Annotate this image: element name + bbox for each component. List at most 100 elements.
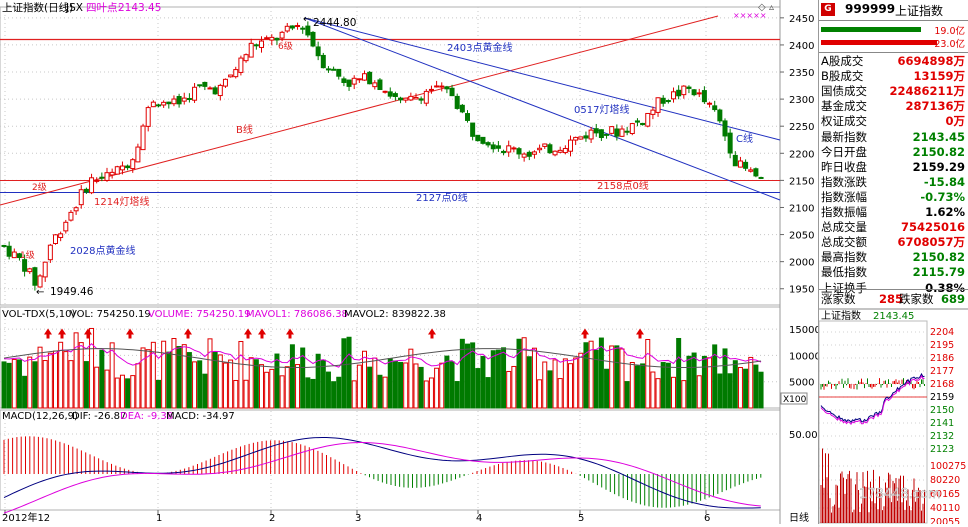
volume-bar (253, 359, 259, 409)
volume-bar (712, 344, 718, 409)
chart-canvas[interactable]: 1950 2000 2050 2100 2150 2200 2250 2300 2350 2400… (0, 0, 821, 524)
candle-body (238, 57, 244, 73)
volume-bar (197, 360, 203, 409)
candle-body (593, 128, 599, 134)
dif-line (3, 436, 761, 509)
candle-body (264, 37, 270, 40)
sidebar-row: 指数涨幅 -0.73% (819, 190, 968, 205)
candle-body (269, 36, 275, 41)
candle-body (521, 153, 527, 158)
sidebar-name: 上证指数 (895, 4, 944, 18)
macd-axis-labels: 50.00 (789, 430, 818, 441)
volume-bar (37, 346, 43, 409)
candle-body (542, 143, 548, 147)
candle-body (367, 71, 373, 85)
volume-bar (748, 356, 754, 409)
volume-bar (186, 352, 192, 409)
sidebar-row-label: 权证成交 (821, 114, 867, 129)
volume-bar (495, 349, 501, 409)
sidebar-row-value: 2115.79 (912, 265, 965, 280)
macd-histogram (3, 436, 762, 508)
mini-tick-label: 2123 (930, 444, 954, 455)
candle-body (99, 176, 105, 179)
candle-body (671, 91, 676, 100)
volume-bar (228, 359, 234, 409)
volume-tick-label: 10000 (789, 351, 818, 362)
volume-bar (511, 365, 517, 409)
volume-bar (362, 350, 367, 409)
volume-bars (1, 327, 764, 409)
candle-body (655, 97, 661, 113)
candle-body (140, 125, 146, 151)
volume-bar (398, 361, 404, 409)
diamond-icon[interactable]: ◇ (758, 2, 766, 13)
volume-ma-lines (3, 343, 762, 369)
volume-bar (506, 370, 512, 409)
volume-bar (691, 352, 697, 409)
volume-bar (624, 381, 630, 409)
sidebar-row-value: 1.62% (925, 205, 965, 219)
low-arrow: ← (36, 287, 44, 298)
price-tick-label: 2050 (789, 231, 814, 242)
candle-body (161, 101, 167, 106)
sidebar-row-label: 指数涨幅 (821, 189, 867, 204)
volume-bar (475, 368, 481, 409)
candle-body (454, 95, 460, 109)
sidebar-row-value: 2150.82 (912, 144, 965, 159)
period-label[interactable]: 日线 (789, 511, 809, 524)
candle-body (310, 31, 316, 47)
candle-body (284, 25, 290, 32)
candle-body (640, 122, 646, 126)
candle-body (413, 96, 419, 100)
volume-bar (609, 345, 615, 409)
volume-bar (542, 361, 548, 409)
label-0517: 0517灯塔线 (574, 103, 629, 116)
sidebar-row: B股成交 13159万 (819, 69, 968, 84)
candle-body (501, 150, 507, 154)
up-icon[interactable]: ▵ (769, 2, 774, 13)
candle-body (650, 109, 656, 115)
sidebar-row-value: 6694898万 (897, 54, 965, 68)
candlestick-chart[interactable]: 1950 2000 2050 2100 2150 2200 2250 2300 2350 2400… (0, 0, 821, 524)
sidebar-row-value: 2159.29 (912, 159, 965, 174)
low-label: 1949.46 (50, 286, 94, 298)
volume-arrows (44, 328, 644, 339)
mini-value: 2143.45 (873, 311, 914, 322)
chart-code: JSX (65, 2, 83, 14)
candle-body (475, 134, 481, 142)
sidebar-row-label: 指数涨跌 (821, 174, 867, 189)
candle-body (11, 251, 17, 259)
candle-body (634, 120, 640, 123)
sidebar-bar-green (821, 27, 921, 32)
volume-bar (135, 363, 141, 409)
candle-body (6, 245, 12, 257)
candle-body (660, 97, 666, 104)
candle-body (119, 165, 125, 171)
volume-bar (300, 347, 306, 409)
intraday-mini-chart[interactable]: 上证指数 2143.45 2204 2195 2186 2177 2168 2159 215… (818, 308, 968, 527)
wave-2: 2级 (32, 181, 47, 193)
price-tick-label: 2450 (789, 14, 814, 25)
sidebar-row-value: 75425016 (900, 220, 965, 235)
candle-body (336, 68, 342, 77)
candle-body (511, 147, 517, 150)
watermark: 178448.com (859, 487, 941, 502)
price-tick-label: 2400 (789, 41, 814, 52)
price-panel-frame (0, 6, 781, 306)
volume-bar (753, 364, 759, 409)
volume-bar (676, 337, 682, 409)
sidebar-row-label: 最高指数 (821, 250, 867, 265)
candle-body (233, 69, 239, 78)
volume-bar (315, 353, 321, 409)
up-arrow-icon (258, 328, 266, 339)
candle-body (444, 86, 450, 90)
volume-bar (83, 361, 89, 409)
candle-body (526, 151, 532, 157)
price-axis-labels: 1950 2000 2050 2100 2150 2200 2250 2300 2350 2400… (780, 14, 814, 296)
g-badge[interactable]: G (821, 3, 835, 16)
mini-tick-label: 2204 (930, 327, 954, 338)
label-2158: 2158点0线 (597, 179, 649, 192)
mini-tick-label: 2132 (930, 431, 954, 442)
date-tick-label: 4 (476, 513, 482, 524)
volume-bar (707, 357, 713, 409)
